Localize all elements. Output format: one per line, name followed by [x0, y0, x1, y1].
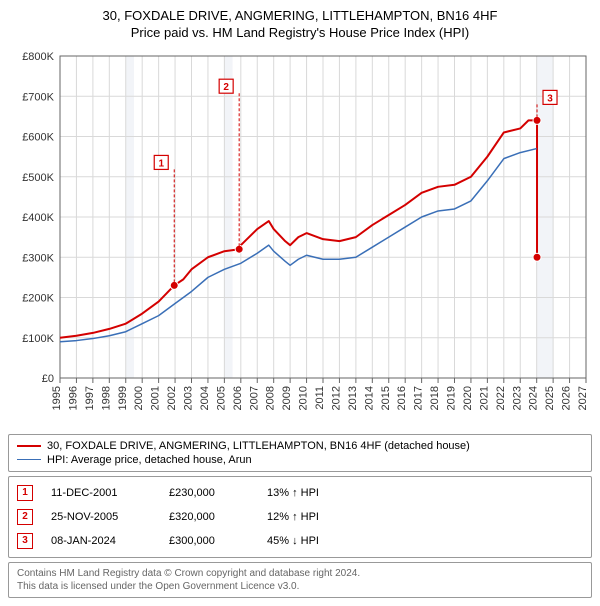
legend: 30, FOXDALE DRIVE, ANGMERING, LITTLEHAMP… — [8, 434, 592, 472]
legend-item: HPI: Average price, detached house, Arun — [17, 453, 583, 467]
svg-text:2025: 2025 — [544, 386, 556, 410]
chart-title: 30, FOXDALE DRIVE, ANGMERING, LITTLEHAMP… — [8, 8, 592, 42]
svg-text:2010: 2010 — [298, 386, 310, 410]
svg-text:£0: £0 — [42, 373, 54, 385]
svg-text:2023: 2023 — [511, 386, 523, 410]
svg-text:2004: 2004 — [199, 386, 211, 410]
legend-swatch — [17, 459, 41, 460]
legend-label: HPI: Average price, detached house, Arun — [47, 454, 252, 466]
chart-area: £0 £100K £200K £300K £400K £500K £600K £700K £80… — [8, 48, 592, 428]
footer: Contains HM Land Registry data © Crown c… — [8, 562, 592, 598]
legend-item: 30, FOXDALE DRIVE, ANGMERING, LITTLEHAMP… — [17, 439, 583, 453]
svg-text:2012: 2012 — [330, 386, 342, 410]
svg-text:3: 3 — [547, 93, 553, 104]
transaction-date: 25-NOV-2005 — [51, 511, 151, 523]
svg-text:£500K: £500K — [22, 172, 54, 184]
svg-text:1995: 1995 — [51, 386, 63, 410]
svg-text:2014: 2014 — [363, 386, 375, 410]
svg-text:2003: 2003 — [183, 386, 195, 410]
svg-text:2026: 2026 — [561, 386, 573, 410]
transaction-row: 1 11-DEC-2001 £230,000 13% ↑ HPI — [17, 481, 583, 505]
svg-text:2016: 2016 — [396, 386, 408, 410]
svg-text:2009: 2009 — [281, 386, 293, 410]
svg-text:2006: 2006 — [232, 386, 244, 410]
svg-text:2024: 2024 — [528, 386, 540, 410]
svg-text:2002: 2002 — [166, 386, 178, 410]
svg-text:2: 2 — [223, 82, 229, 93]
svg-text:2013: 2013 — [347, 386, 359, 410]
svg-text:£400K: £400K — [22, 212, 54, 224]
svg-text:2015: 2015 — [380, 386, 392, 410]
svg-text:2021: 2021 — [478, 386, 490, 410]
transaction-price: £300,000 — [169, 535, 249, 547]
svg-text:1999: 1999 — [117, 386, 129, 410]
svg-text:2005: 2005 — [215, 386, 227, 410]
legend-swatch — [17, 445, 41, 447]
svg-text:2019: 2019 — [446, 386, 458, 410]
transaction-marker: 1 — [17, 485, 33, 501]
transaction-row: 3 08-JAN-2024 £300,000 45% ↓ HPI — [17, 529, 583, 553]
title-line2: Price paid vs. HM Land Registry's House … — [8, 25, 592, 42]
svg-text:£800K: £800K — [22, 51, 54, 63]
svg-text:2027: 2027 — [577, 386, 589, 410]
title-line1: 30, FOXDALE DRIVE, ANGMERING, LITTLEHAMP… — [8, 8, 592, 25]
transaction-rel: 12% ↑ HPI — [267, 511, 347, 523]
transaction-date: 08-JAN-2024 — [51, 535, 151, 547]
svg-text:£600K: £600K — [22, 131, 54, 143]
transaction-marker: 2 — [17, 509, 33, 525]
svg-text:2017: 2017 — [413, 386, 425, 410]
legend-label: 30, FOXDALE DRIVE, ANGMERING, LITTLEHAMP… — [47, 440, 470, 452]
transaction-row: 2 25-NOV-2005 £320,000 12% ↑ HPI — [17, 505, 583, 529]
svg-text:£300K: £300K — [22, 252, 54, 264]
transaction-marker: 3 — [17, 533, 33, 549]
svg-text:1: 1 — [158, 158, 164, 169]
svg-text:£700K: £700K — [22, 91, 54, 103]
svg-text:1997: 1997 — [84, 386, 96, 410]
footer-line2: This data is licensed under the Open Gov… — [17, 580, 583, 593]
svg-text:2000: 2000 — [133, 386, 145, 410]
svg-text:2022: 2022 — [495, 386, 507, 410]
svg-text:1998: 1998 — [100, 386, 112, 410]
svg-text:2018: 2018 — [429, 386, 441, 410]
svg-text:2007: 2007 — [248, 386, 260, 410]
transaction-table: 1 11-DEC-2001 £230,000 13% ↑ HPI 2 25-NOV-200… — [8, 476, 592, 558]
svg-text:2001: 2001 — [150, 386, 162, 410]
transaction-rel: 45% ↓ HPI — [267, 535, 347, 547]
svg-text:1996: 1996 — [67, 386, 79, 410]
transaction-price: £320,000 — [169, 511, 249, 523]
transaction-price: £230,000 — [169, 487, 249, 499]
transaction-rel: 13% ↑ HPI — [267, 487, 347, 499]
svg-text:£100K: £100K — [22, 333, 54, 345]
svg-text:£200K: £200K — [22, 292, 54, 304]
transaction-date: 11-DEC-2001 — [51, 487, 151, 499]
svg-text:2011: 2011 — [314, 386, 326, 410]
svg-text:2020: 2020 — [462, 386, 474, 410]
chart-svg: £0 £100K £200K £300K £400K £500K £600K £700K £80… — [8, 48, 592, 428]
footer-line1: Contains HM Land Registry data © Crown c… — [17, 567, 583, 580]
svg-text:2008: 2008 — [265, 386, 277, 410]
